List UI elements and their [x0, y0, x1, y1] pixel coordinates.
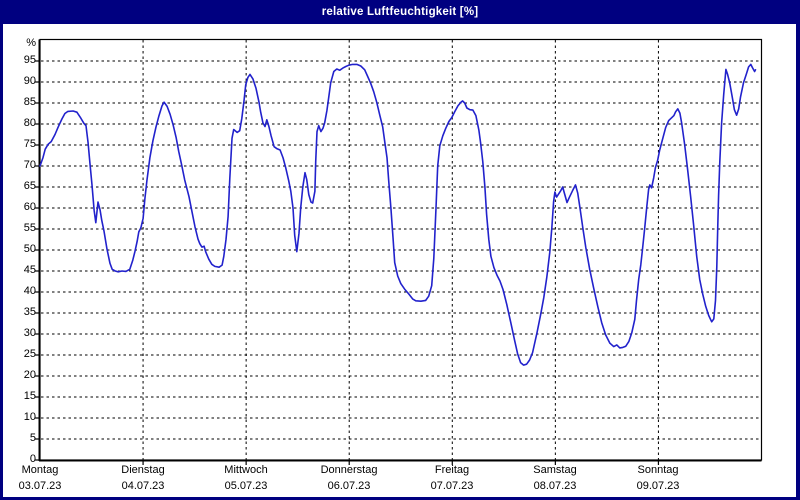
y-tick-label: 35 [23, 306, 36, 318]
y-tick-label: 25 [23, 348, 36, 360]
y-tick-label: 10 [23, 411, 36, 423]
y-tick-label: 50 [23, 243, 36, 255]
x-axis-day-label: Mittwoch [224, 464, 268, 476]
x-axis-date-label: 07.07.23 [430, 480, 474, 492]
y-tick-label: 30 [23, 327, 36, 339]
y-axis-unit-label: % [26, 37, 36, 49]
y-tick-label: 60 [23, 201, 36, 213]
window-border-bottom [0, 497, 800, 500]
y-tick-label: 90 [23, 75, 36, 87]
humidity-curve [39, 63, 757, 366]
x-axis-date-label: 08.07.23 [533, 480, 577, 492]
y-tick-label: 85 [23, 96, 36, 108]
window-border-right [796, 24, 800, 500]
y-tick-label: 70 [23, 159, 36, 171]
title-bar: relative Luftfeuchtigkeit [%] [0, 0, 800, 24]
y-tick-label: 40 [23, 285, 36, 297]
y-tick-label: 65 [23, 180, 36, 192]
y-tick-label: 55 [23, 222, 36, 234]
y-tick-label: 15 [23, 390, 36, 402]
x-axis-day-label: Dienstag [121, 464, 165, 476]
y-tick-label: 75 [23, 138, 36, 150]
chart-title: relative Luftfeuchtigkeit [%] [321, 6, 479, 18]
x-axis-date-label: 09.07.23 [636, 480, 680, 492]
y-tick-label: 80 [23, 117, 36, 129]
y-tick-label: 95 [23, 54, 36, 66]
y-tick-label: 0 [29, 453, 36, 465]
x-axis-day-label: Montag [21, 464, 59, 476]
x-axis-day-label: Samstag [533, 464, 577, 476]
window-border-left [0, 24, 3, 500]
x-axis-date-label: 04.07.23 [121, 480, 165, 492]
y-tick-label: 20 [23, 369, 36, 381]
x-axis-date-label: 06.07.23 [327, 480, 371, 492]
y-tick-label: 45 [23, 264, 36, 276]
x-axis-date-label: 03.07.23 [18, 480, 62, 492]
y-tick-label: 5 [29, 432, 36, 444]
x-axis-day-label: Freitag [434, 464, 470, 476]
x-axis-day-label: Donnerstag [320, 464, 378, 476]
x-axis-day-label: Sonntag [637, 464, 679, 476]
x-axis-date-label: 05.07.23 [224, 480, 268, 492]
